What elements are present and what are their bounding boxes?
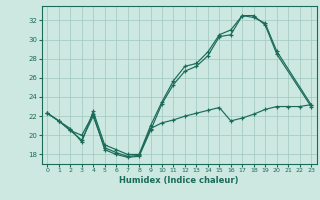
X-axis label: Humidex (Indice chaleur): Humidex (Indice chaleur) <box>119 176 239 185</box>
